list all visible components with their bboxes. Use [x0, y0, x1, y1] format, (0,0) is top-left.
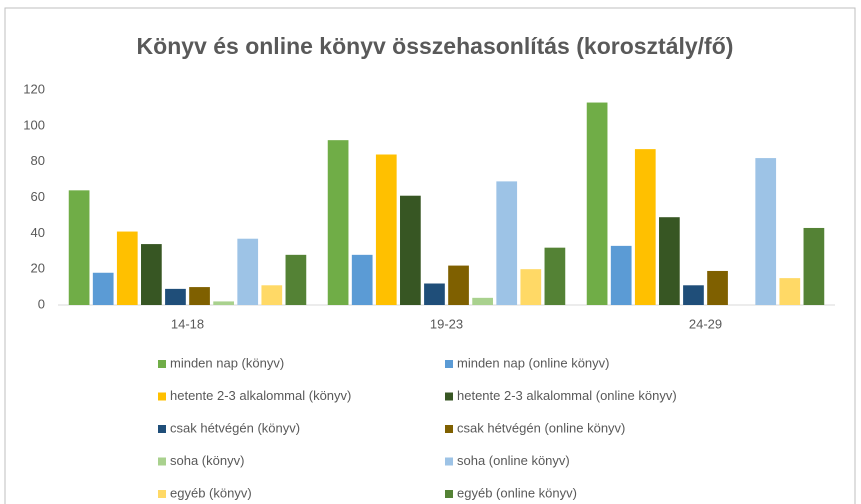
legend-swatch [445, 360, 453, 368]
y-tick-label: 0 [38, 296, 45, 311]
legend-label: soha (könyv) [170, 453, 244, 468]
legend-swatch [158, 425, 166, 433]
legend-label: csak hétvégén (könyv) [170, 420, 300, 435]
bar [424, 283, 445, 305]
bar [141, 244, 162, 305]
bar [707, 270, 728, 305]
y-tick-label: 20 [31, 261, 45, 276]
bar [285, 254, 307, 305]
bar [213, 301, 234, 305]
bar [496, 181, 518, 305]
legend-swatch [158, 392, 166, 401]
y-tick-label: 100 [23, 117, 45, 132]
legend-label: egyéb (könyv) [170, 485, 252, 500]
bar [634, 149, 656, 305]
x-tick-label: 14-18 [171, 316, 204, 331]
bar [327, 140, 349, 305]
bar [237, 238, 259, 305]
legend-label: minden nap (könyv) [170, 355, 284, 370]
bar [189, 287, 210, 305]
bar [683, 285, 704, 305]
legend-label: egyéb (online könyv) [457, 485, 577, 500]
bar [351, 254, 373, 305]
x-tick-label: 19-23 [430, 316, 463, 331]
bar [586, 102, 608, 306]
legend-swatch [158, 360, 166, 368]
legend-swatch [158, 490, 166, 498]
bar [375, 154, 397, 305]
legend-label: minden nap (online könyv) [457, 355, 609, 370]
legend-swatch [445, 425, 453, 433]
legend-swatch [445, 490, 453, 498]
y-tick-label: 120 [23, 81, 45, 96]
legend-label: hetente 2-3 alkalommal (könyv) [170, 388, 351, 403]
legend-swatch [445, 457, 453, 466]
bar [165, 288, 186, 305]
bar [92, 272, 114, 305]
legend-swatch [158, 457, 166, 466]
bar [544, 247, 566, 305]
y-tick-label: 60 [31, 189, 45, 204]
bar [68, 190, 90, 305]
x-tick-label: 24-29 [689, 316, 722, 331]
legend-label: soha (online könyv) [457, 453, 570, 468]
bar [779, 278, 801, 305]
y-tick-label: 80 [31, 153, 45, 168]
bar [520, 269, 542, 305]
legend-swatch [445, 392, 453, 401]
bar [610, 245, 632, 305]
bar [400, 195, 421, 305]
bar [116, 231, 138, 305]
y-tick-label: 40 [31, 225, 45, 240]
legend-label: hetente 2-3 alkalommal (online könyv) [457, 388, 677, 403]
bar [448, 265, 469, 305]
bar [659, 217, 680, 305]
bar [755, 158, 777, 305]
chart-title: Könyv és online könyv összehasonlítás (k… [137, 33, 734, 59]
bar [472, 297, 493, 305]
legend-label: csak hétvégén (online könyv) [457, 420, 625, 435]
bar [261, 285, 283, 305]
bar [803, 227, 825, 305]
